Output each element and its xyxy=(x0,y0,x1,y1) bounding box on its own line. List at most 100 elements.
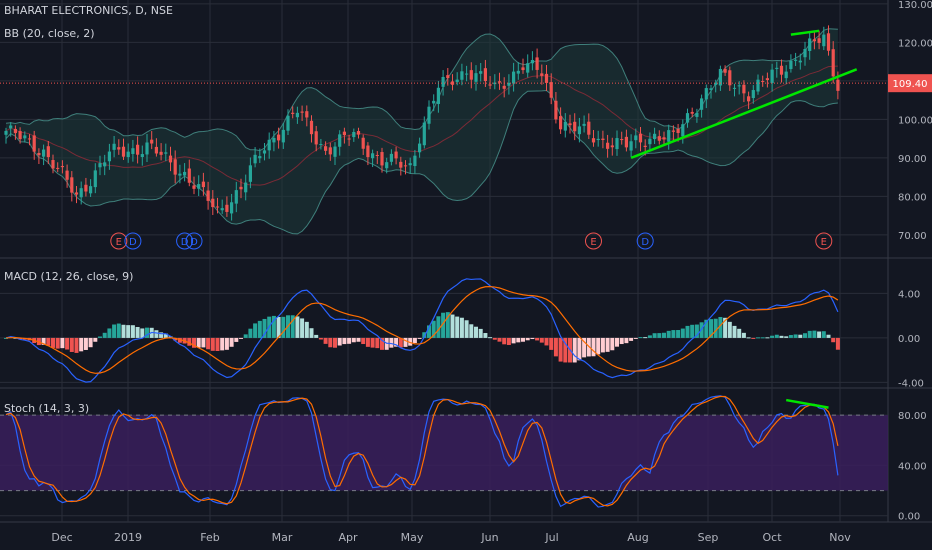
last-price-badge xyxy=(888,74,932,93)
candle-body xyxy=(549,82,553,98)
macd-histogram-bar xyxy=(192,337,196,348)
macd-histogram-bar xyxy=(201,337,206,348)
macd-histogram-bar xyxy=(112,324,117,338)
candle-body xyxy=(610,145,614,148)
candle-body xyxy=(695,112,699,117)
macd-histogram-bar xyxy=(483,333,488,338)
macd-histogram-bar xyxy=(130,325,135,338)
event-marker-label: E xyxy=(590,237,596,248)
candle-body xyxy=(554,100,558,120)
candle-body xyxy=(817,38,821,43)
macd-histogram-bar xyxy=(511,337,516,344)
bollinger-lower-line xyxy=(5,90,838,235)
candle-body xyxy=(784,71,788,79)
event-marker-label: D xyxy=(190,237,198,248)
macd-histogram-bar xyxy=(685,325,690,338)
macd-histogram-bar xyxy=(709,319,713,338)
candle-body xyxy=(168,155,173,163)
macd-histogram-bar xyxy=(751,337,756,339)
macd-histogram-bar xyxy=(304,321,309,338)
time-axis-label: Dec xyxy=(51,531,72,544)
macd-histogram-bar xyxy=(300,318,305,338)
candle-body xyxy=(211,198,215,208)
candle-body xyxy=(718,68,722,86)
candle-body xyxy=(450,81,455,85)
macd-histogram-bar xyxy=(234,337,239,342)
macd-histogram-bar xyxy=(276,316,281,338)
candle-body xyxy=(493,82,497,85)
candle-body xyxy=(178,173,182,176)
macd-axis-tick-label: 4.00 xyxy=(898,289,920,300)
macd-histogram-bar xyxy=(224,337,229,350)
macd-histogram-bar xyxy=(333,337,337,348)
macd-histogram-bar xyxy=(784,336,789,338)
macd-histogram-bar xyxy=(535,337,540,341)
macd-histogram-bar xyxy=(361,337,366,345)
macd-histogram-bar xyxy=(657,333,662,338)
macd-histogram-bar xyxy=(459,317,464,338)
macd-histogram-bar xyxy=(140,328,145,338)
macd-histogram-bar xyxy=(821,331,826,338)
macd-histogram-bar xyxy=(610,337,615,351)
price-axis-tick-label: 100.00 xyxy=(898,115,932,126)
macd-histogram-bar xyxy=(168,336,173,338)
macd-histogram-bar xyxy=(83,337,88,350)
candle-body xyxy=(577,126,581,135)
candle-body xyxy=(361,137,365,149)
macd-histogram-bar xyxy=(295,316,300,338)
macd-histogram-bar xyxy=(741,332,746,338)
macd-histogram-bar xyxy=(65,337,70,350)
macd-histogram-bar xyxy=(817,331,822,338)
candle-body xyxy=(681,124,685,137)
candle-body xyxy=(291,112,295,114)
candle-body xyxy=(521,67,525,71)
dividend-event-marker xyxy=(185,232,203,250)
candle-body xyxy=(183,171,187,176)
macd-histogram-bar xyxy=(624,337,629,344)
macd-histogram-bar xyxy=(342,337,347,345)
candle-body xyxy=(389,153,393,162)
candle-body xyxy=(638,133,643,143)
macd-histogram-bar xyxy=(229,337,234,347)
macd-histogram-bar xyxy=(676,330,681,338)
dividend-event-marker xyxy=(636,232,654,250)
candle-body xyxy=(272,138,276,143)
macd-histogram-bar xyxy=(756,337,760,339)
macd-histogram-bar xyxy=(638,337,643,339)
candle-body xyxy=(408,163,412,166)
macd-axis-tick-label: 0.00 xyxy=(898,334,920,345)
candle-body xyxy=(422,122,426,146)
macd-histogram-bar xyxy=(718,316,723,338)
candle-body xyxy=(65,170,69,180)
macd-histogram-bar xyxy=(215,337,220,351)
macd-histogram-bar xyxy=(652,333,657,338)
macd-histogram-bar xyxy=(563,337,568,363)
macd-histogram-bar xyxy=(591,337,596,357)
candle-body xyxy=(676,128,680,133)
macd-histogram-bar xyxy=(558,337,563,362)
candle-body xyxy=(794,59,798,61)
macd-histogram-bar xyxy=(356,337,361,342)
macd-histogram-bar xyxy=(262,318,267,338)
stoch-legend: Stoch (14, 3, 3) xyxy=(4,402,90,415)
macd-histogram-bar xyxy=(394,337,399,347)
price-axis-tick-label: 90.00 xyxy=(898,154,927,165)
candle-body xyxy=(432,100,436,104)
candle-body xyxy=(286,115,290,131)
stoch-axis-tick-label: 0.00 xyxy=(898,512,920,523)
candle-body xyxy=(596,138,600,141)
candle-body xyxy=(662,137,666,140)
candle-body xyxy=(685,113,690,123)
macd-histogram-bar xyxy=(798,334,803,338)
macd-histogram-bar xyxy=(145,327,149,338)
macd-histogram-bar xyxy=(694,324,699,338)
macd-histogram-bar xyxy=(116,323,121,338)
candle-body xyxy=(356,131,361,135)
macd-histogram-bar xyxy=(187,337,192,346)
time-axis-label: Apr xyxy=(338,531,358,544)
macd-histogram-bar xyxy=(121,324,126,338)
candle-body xyxy=(497,81,502,83)
time-axis-label: May xyxy=(401,531,424,544)
macd-histogram-bar xyxy=(615,337,619,347)
